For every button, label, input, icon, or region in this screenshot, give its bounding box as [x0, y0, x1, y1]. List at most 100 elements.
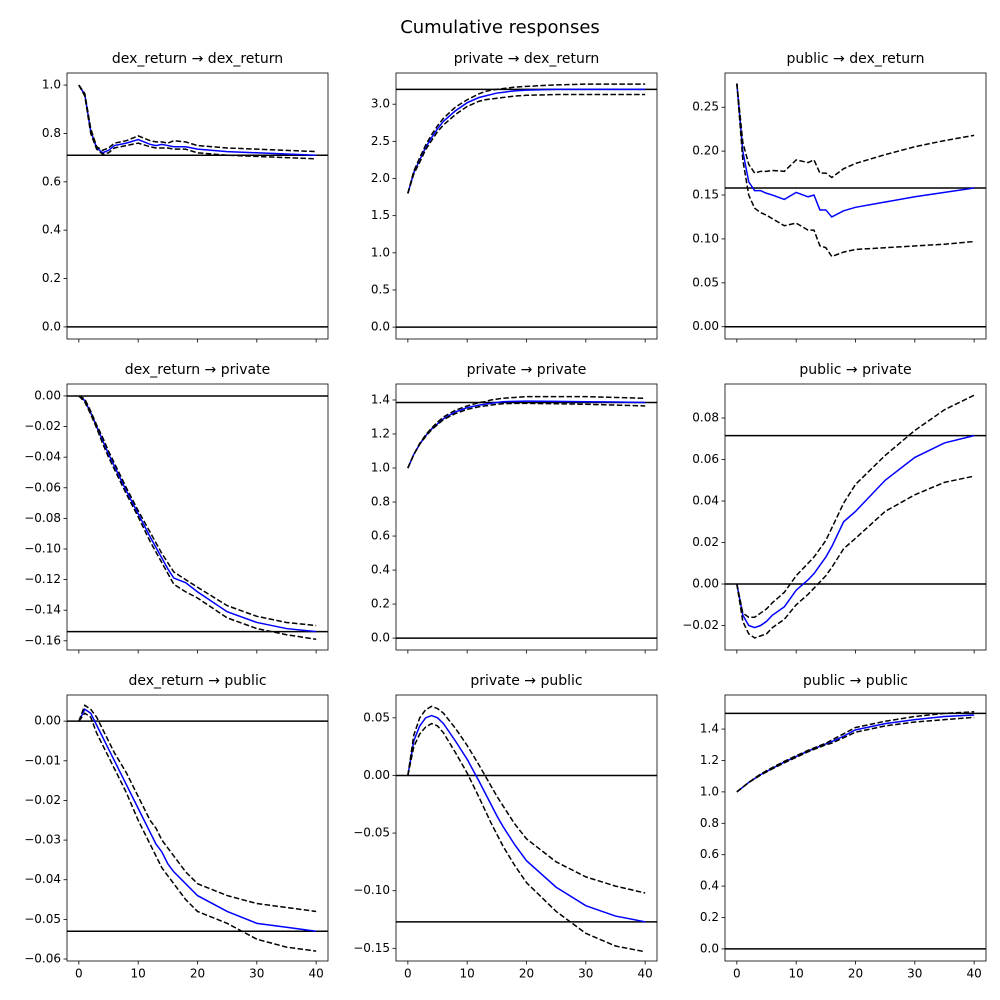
plot-frame [66, 383, 329, 651]
y-tick-label: −0.16 [24, 633, 61, 647]
y-tick-label: 0.02 [692, 535, 719, 549]
y-tick-label: −0.10 [24, 541, 61, 555]
subplot: dex_return → dex_return 0.0 0.2 0.4 0.6 0.8 1.… [42, 51, 329, 343]
y-tick-label: 0.20 [692, 144, 719, 158]
y-tick-label: 0.0 [371, 320, 390, 334]
y-tick-label: 2.5 [371, 134, 390, 148]
subplot: private → public 0.05 0.00 −0.05 −0.10 −0.15 0… [353, 673, 658, 981]
y-tick-label: −0.02 [24, 793, 61, 807]
y-tick-label: −0.06 [24, 952, 61, 966]
y-tick-label: −0.02 [682, 618, 719, 632]
x-tick-label: 0 [75, 967, 83, 981]
y-tick-label: −0.12 [24, 572, 61, 586]
response-line [407, 88, 646, 194]
response-line [407, 400, 646, 469]
plot-frame [66, 72, 329, 340]
y-tick-label: 0.5 [371, 282, 390, 296]
y-tick-label: −0.02 [24, 419, 61, 433]
y-tick-label: 1.0 [42, 78, 61, 92]
band-line [78, 712, 317, 952]
band-line [78, 395, 317, 627]
y-tick-label: 0.06 [692, 452, 719, 466]
y-tick-label: 0.4 [42, 223, 61, 237]
x-tick-label: 10 [460, 967, 475, 981]
band-line [78, 84, 317, 160]
subplot-title: public → dex_return [786, 51, 924, 67]
x-tick-label: 30 [578, 967, 593, 981]
plot-frame [66, 694, 329, 962]
y-tick-label: −0.05 [24, 912, 61, 926]
band-line [407, 722, 646, 953]
y-tick-label: 0.2 [371, 597, 390, 611]
response-line [736, 434, 975, 629]
y-tick-label: 1.2 [371, 427, 390, 441]
y-tick-label: −0.08 [24, 511, 61, 525]
plot-frame [724, 72, 987, 340]
band-line [407, 395, 646, 469]
y-tick-label: −0.04 [24, 450, 61, 464]
y-tick-label: 0.00 [34, 388, 61, 402]
band-line [736, 83, 975, 258]
band-line [736, 716, 975, 793]
x-tick-label: 10 [789, 967, 804, 981]
plot-frame [724, 383, 987, 651]
subplot: private → dex_return 0.0 0.5 1.0 1.5 2.0 2.5 3.… [371, 51, 658, 343]
y-tick-label: 0.04 [692, 494, 719, 508]
subplot-title: dex_return → private [125, 362, 270, 378]
y-tick-label: 0.8 [371, 495, 390, 509]
band-line [78, 84, 317, 153]
y-tick-label: −0.03 [24, 833, 61, 847]
subplot: private → private 0.0 0.2 0.4 0.6 0.8 1.0 1.2 1.… [371, 362, 658, 654]
response-line [407, 714, 646, 923]
response-line [736, 83, 975, 218]
x-tick-label: 0 [733, 967, 741, 981]
y-tick-label: −0.01 [24, 753, 61, 767]
plot-frame [395, 694, 658, 962]
subplot-title: dex_return → dex_return [112, 51, 283, 67]
subplot: public → private −0.02 0.00 0.02 0.04 0.06 0.0… [682, 362, 987, 654]
x-tick-label: 40 [966, 967, 981, 981]
x-tick-label: 0 [404, 967, 412, 981]
y-tick-label: 1.4 [700, 722, 719, 736]
response-line [736, 714, 975, 793]
band-line [407, 93, 646, 194]
y-tick-label: 0.2 [700, 910, 719, 924]
y-tick-label: 0.6 [42, 174, 61, 188]
y-tick-label: 0.0 [371, 631, 390, 645]
response-line [78, 84, 317, 156]
figure-title: Cumulative responses [400, 17, 600, 38]
plot-frame [395, 72, 658, 340]
band-line [407, 402, 646, 469]
y-tick-label: 0.00 [692, 577, 719, 591]
y-tick-label: 1.2 [700, 753, 719, 767]
x-tick-label: 20 [190, 967, 205, 981]
y-tick-label: 2.0 [371, 171, 390, 185]
y-tick-label: −0.05 [353, 826, 390, 840]
y-tick-label: 0.8 [42, 126, 61, 140]
subplot: dex_return → public 0.00 −0.01 −0.02 −0.03 −0… [24, 673, 329, 981]
y-tick-label: 1.0 [371, 245, 390, 259]
y-tick-label: 0.4 [371, 563, 390, 577]
response-line [78, 395, 317, 633]
x-tick-label: 30 [907, 967, 922, 981]
y-tick-label: −0.15 [353, 941, 390, 955]
band-line [736, 83, 975, 179]
y-tick-label: 0.10 [692, 231, 719, 245]
y-tick-label: −0.14 [24, 603, 61, 617]
subplot-title: private → dex_return [454, 51, 599, 67]
y-tick-label: 0.4 [700, 879, 719, 893]
subplot-title: private → public [470, 673, 582, 689]
x-tick-label: 30 [249, 967, 264, 981]
y-tick-label: 0.00 [692, 319, 719, 333]
y-tick-label: −0.10 [353, 883, 390, 897]
y-tick-label: −0.06 [24, 480, 61, 494]
y-tick-label: 1.0 [371, 461, 390, 475]
subplot-title: dex_return → public [128, 673, 266, 689]
y-tick-label: 0.2 [42, 271, 61, 285]
y-tick-label: 0.0 [42, 319, 61, 333]
y-tick-label: −0.04 [24, 872, 61, 886]
subplot-title: public → private [799, 362, 911, 378]
y-tick-label: 0.8 [700, 816, 719, 830]
y-tick-label: 0.05 [363, 710, 390, 724]
band-line [736, 475, 975, 639]
